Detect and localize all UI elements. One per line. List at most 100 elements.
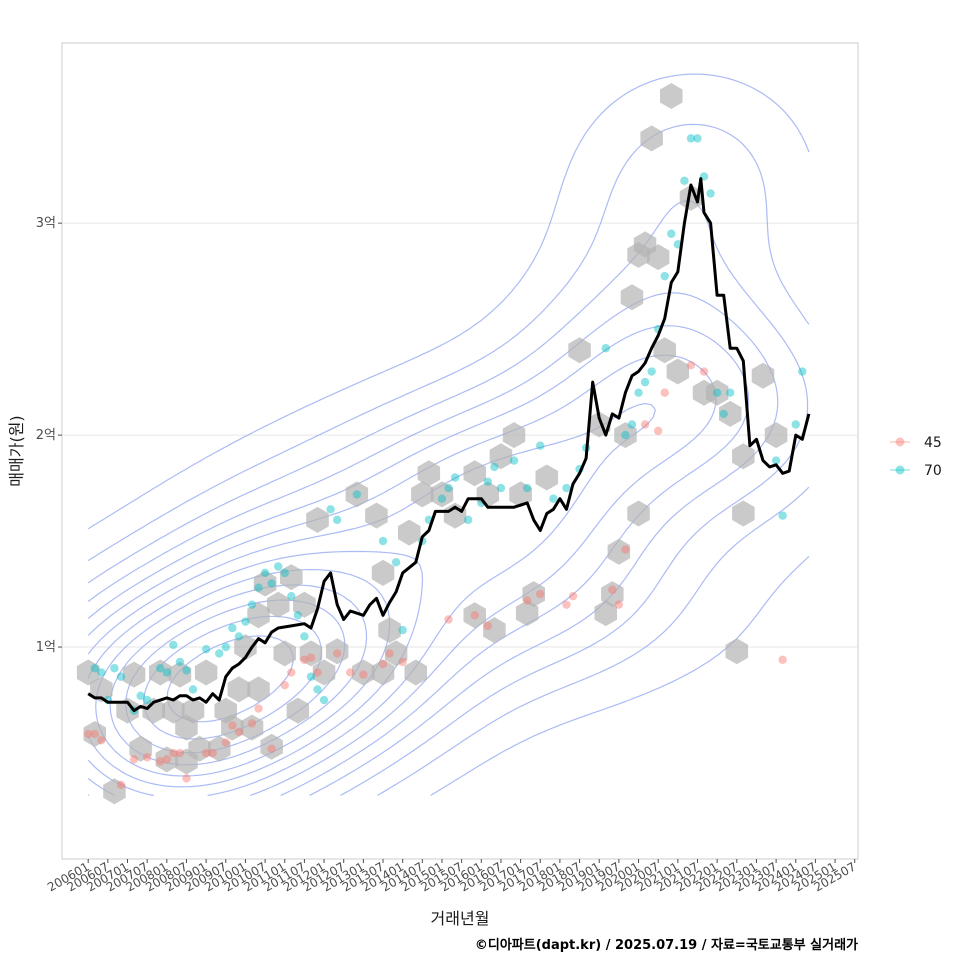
hexbin-cell	[116, 697, 139, 724]
point-70	[215, 649, 224, 658]
point-70	[182, 666, 191, 675]
hexbin-cell	[306, 506, 329, 533]
point-70	[444, 483, 453, 493]
hexbin-layer	[76, 83, 788, 805]
hexbin-cell	[483, 617, 506, 644]
point-70	[562, 483, 571, 493]
point-70	[110, 664, 119, 673]
hexbin-cell	[286, 697, 310, 724]
point-70	[378, 536, 388, 546]
point-45	[84, 729, 93, 739]
point-70	[640, 377, 650, 387]
point-45	[398, 657, 407, 667]
y-tick-label: 2억	[36, 428, 56, 443]
hexbin-cell	[266, 591, 290, 618]
point-70	[483, 477, 493, 486]
point-70	[496, 483, 506, 493]
hexbin-cell	[627, 500, 650, 527]
point-45	[562, 600, 571, 609]
point-70	[621, 430, 630, 440]
hexbin-cell	[149, 659, 172, 686]
y-axis: 1억 2억 3억	[36, 216, 62, 655]
legend-key-70	[895, 465, 905, 475]
point-70	[719, 409, 728, 419]
y-axis-title: 매매가(원)	[7, 415, 26, 486]
point-45	[267, 744, 276, 753]
point-45	[640, 420, 650, 429]
hexbin-cell	[378, 617, 401, 644]
hexbin-cell	[601, 581, 624, 608]
hexbin-cell	[594, 600, 617, 627]
hexbin-cell	[122, 661, 146, 688]
point-70	[221, 642, 230, 652]
point-70	[116, 672, 126, 681]
hexbin-cell	[247, 676, 270, 703]
point-45	[142, 753, 152, 762]
point-45	[608, 585, 617, 595]
point-70	[97, 668, 106, 677]
point-70	[306, 672, 316, 681]
hexbin-cell	[515, 600, 539, 627]
point-70	[267, 579, 276, 588]
point-70	[601, 344, 610, 353]
point-45	[280, 681, 289, 690]
point-45	[221, 738, 230, 747]
caption: ©디아파트(dapt.kr) / 2025.07.19 / 자료=국토교통부 실…	[474, 938, 858, 953]
hexbin-cell	[194, 659, 218, 686]
point-70	[686, 134, 696, 143]
point-70	[798, 367, 807, 376]
hexbin-cell	[208, 735, 231, 762]
point-70	[326, 505, 335, 514]
point-45	[660, 388, 669, 397]
point-70	[634, 388, 643, 397]
hexbin-cell	[234, 634, 257, 661]
point-70	[293, 611, 303, 620]
hexbin-cell	[607, 538, 631, 565]
point-70	[136, 691, 145, 700]
point-70	[771, 456, 781, 465]
hexbin-cell	[417, 460, 441, 487]
point-70	[536, 441, 545, 450]
point-45	[247, 719, 257, 728]
hexbin-cell	[162, 697, 185, 724]
point-70	[332, 515, 342, 525]
point-70	[247, 600, 257, 609]
point-70	[647, 367, 656, 376]
hexbin-cell	[293, 591, 316, 618]
hexbin-cell	[352, 659, 375, 686]
point-45	[522, 596, 532, 605]
point-45	[778, 655, 787, 664]
hexbin-cell	[103, 778, 126, 805]
legend: 45 70	[890, 435, 942, 479]
point-45	[621, 545, 630, 554]
point-70	[280, 568, 289, 578]
point-70	[522, 483, 532, 493]
hexbin-cell	[188, 735, 211, 762]
hexbin-cell	[509, 481, 532, 508]
point-70	[706, 189, 715, 198]
hexbin-cell	[679, 184, 703, 211]
density-contour	[87, 325, 750, 796]
point-70	[188, 685, 198, 694]
point-45	[169, 748, 178, 758]
point-70	[437, 494, 447, 503]
point-45	[201, 748, 211, 758]
hexbin-cell	[614, 422, 637, 449]
point-45	[332, 649, 342, 658]
hexbin-cell	[371, 659, 395, 686]
hexbin-cell	[568, 337, 591, 364]
point-45	[254, 704, 263, 713]
gridlines	[62, 222, 858, 648]
point-70	[712, 388, 722, 397]
density-contour	[87, 292, 779, 796]
point-45	[686, 360, 696, 370]
point-70	[300, 632, 309, 641]
point-70	[90, 664, 99, 673]
point-70	[391, 558, 401, 567]
hexbin-cell	[463, 602, 486, 629]
point-45	[483, 621, 493, 631]
point-45	[568, 591, 578, 601]
hexbin-cell	[660, 83, 683, 109]
point-70	[627, 420, 637, 429]
legend-label: 70	[924, 463, 942, 479]
